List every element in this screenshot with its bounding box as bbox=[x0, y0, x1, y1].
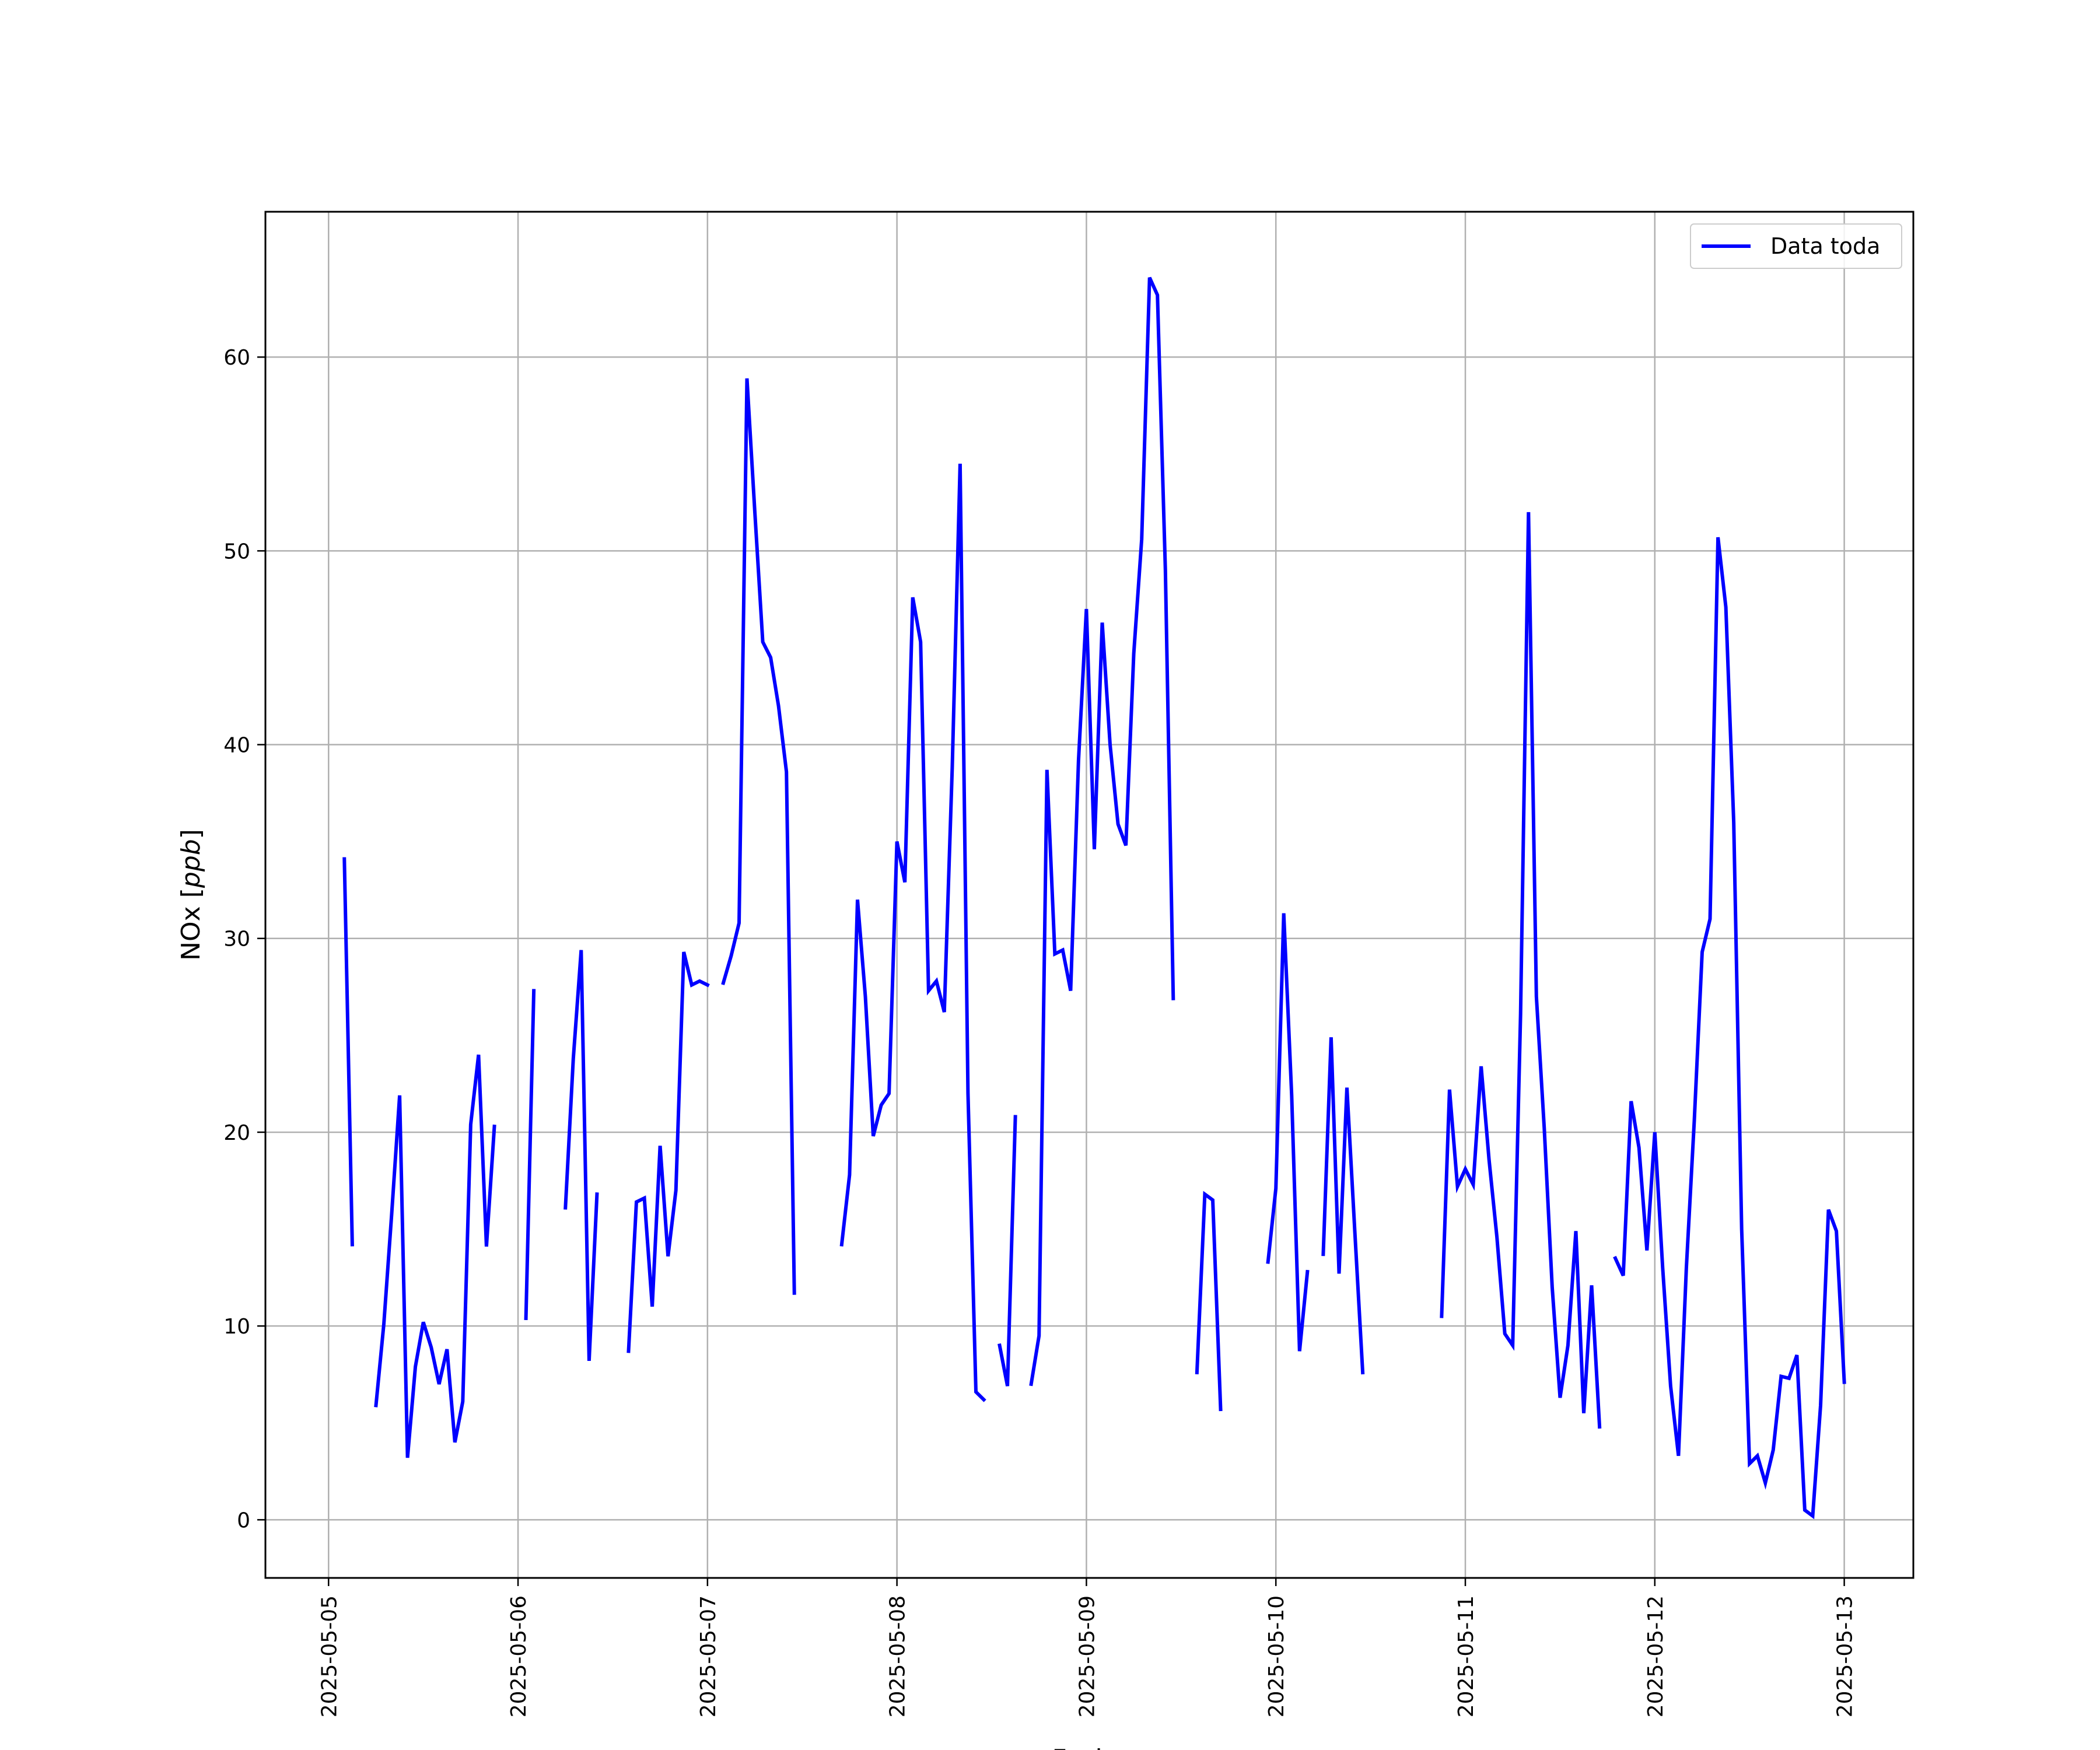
plot-frame bbox=[264, 211, 1915, 1579]
y-axis: 0 10 20 30 40 50 60 bbox=[223, 346, 265, 1532]
x-axis-title: Fecha bbox=[1052, 1744, 1127, 1750]
series-line-segment bbox=[1321, 1037, 1365, 1375]
y-axis-title: NOx [ppb] bbox=[176, 829, 206, 961]
y-tick-label: 10 bbox=[223, 1315, 250, 1339]
legend: Data toda bbox=[1690, 223, 1902, 269]
series-line-segment bbox=[564, 950, 599, 1362]
series-line-segment bbox=[374, 1054, 496, 1458]
series-line-segment bbox=[998, 1115, 1017, 1387]
y-tick-label: 0 bbox=[237, 1508, 250, 1532]
y-tick-label: 50 bbox=[223, 540, 250, 564]
series-line-segment bbox=[1440, 512, 1602, 1429]
x-tick-label: 2025-05-08 bbox=[886, 1595, 910, 1717]
series-line-segment bbox=[1266, 913, 1310, 1352]
x-tick-label: 2025-05-09 bbox=[1075, 1595, 1099, 1717]
legend-box bbox=[1690, 223, 1902, 269]
series-line-segment bbox=[721, 378, 796, 1295]
x-tick-label: 2025-05-11 bbox=[1454, 1595, 1478, 1717]
series-line-segment bbox=[1613, 537, 1846, 1520]
y-tick-label: 40 bbox=[223, 734, 250, 758]
x-axis: 2025-05-05 2025-05-06 2025-05-07 2025-05-08… bbox=[317, 1578, 1857, 1717]
y-tick-label: 60 bbox=[223, 346, 250, 370]
series-line-segment bbox=[1195, 1191, 1223, 1412]
y-tick-label: 30 bbox=[223, 928, 250, 951]
series-line-segment bbox=[626, 951, 710, 1353]
series-line-segment bbox=[342, 857, 354, 1247]
legend-label-data-toda: Data toda bbox=[1770, 233, 1880, 259]
grid bbox=[265, 212, 1913, 1578]
x-tick-label: 2025-05-12 bbox=[1644, 1595, 1668, 1717]
x-tick-label: 2025-05-13 bbox=[1833, 1595, 1857, 1717]
y-tick-label: 20 bbox=[223, 1121, 250, 1145]
x-tick-label: 2025-05-07 bbox=[696, 1595, 720, 1717]
x-tick-label: 2025-05-05 bbox=[317, 1595, 341, 1717]
x-tick-label: 2025-05-10 bbox=[1265, 1595, 1289, 1717]
series-layer bbox=[342, 276, 1846, 1520]
series-line-segment bbox=[1029, 276, 1175, 1387]
series-line-segment bbox=[839, 463, 986, 1402]
x-tick-label: 2025-05-06 bbox=[507, 1595, 531, 1717]
series-line-segment bbox=[524, 989, 536, 1320]
